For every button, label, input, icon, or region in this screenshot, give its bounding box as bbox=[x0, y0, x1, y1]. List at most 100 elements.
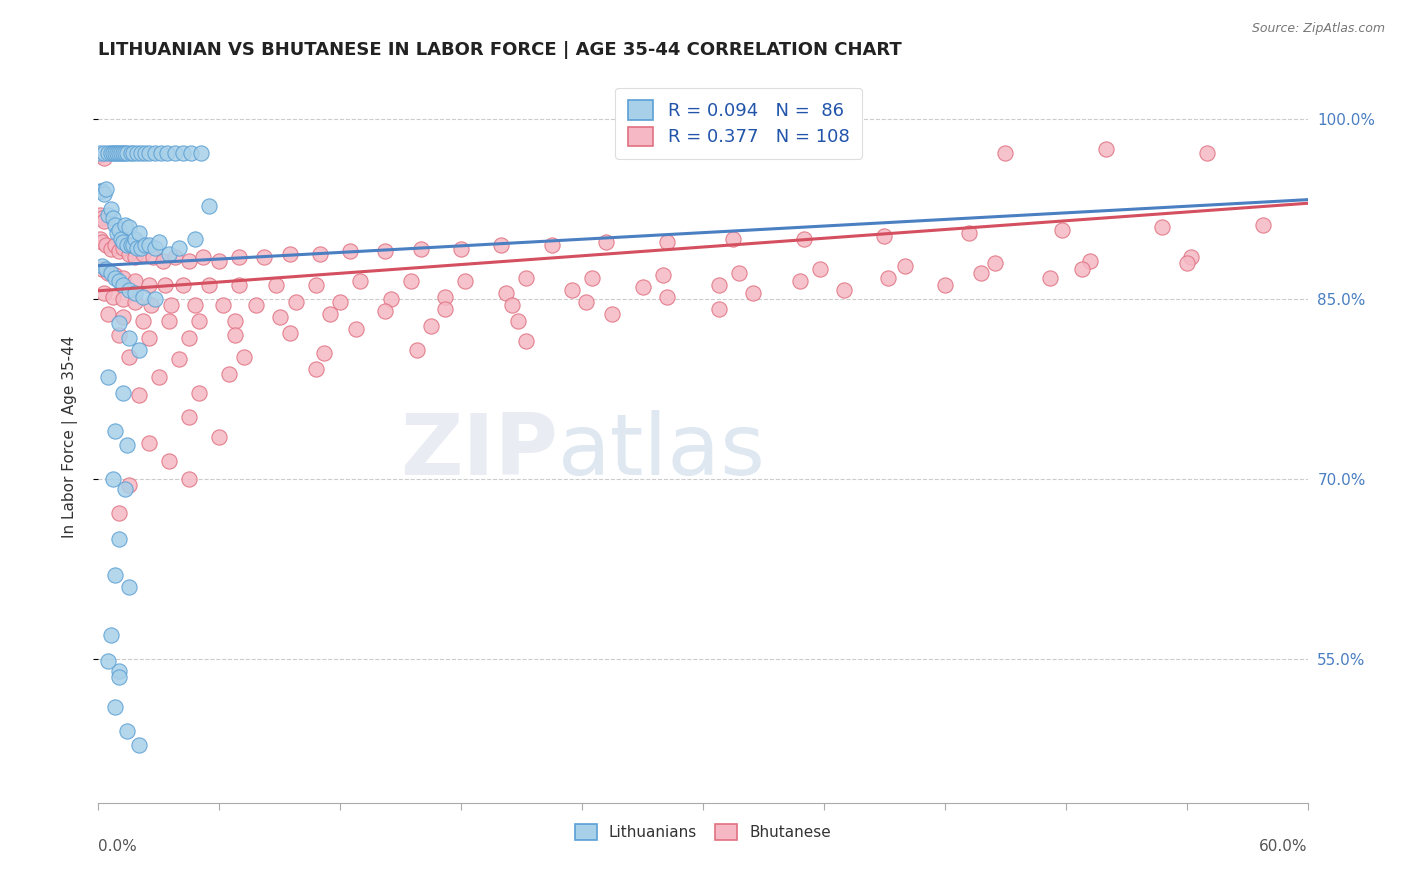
Point bbox=[129, 145, 152, 160]
Point bbox=[264, 277, 287, 292]
Point bbox=[93, 186, 115, 201]
Point bbox=[269, 310, 291, 325]
Point bbox=[143, 145, 166, 160]
Point bbox=[97, 208, 120, 222]
Point bbox=[100, 242, 122, 256]
Point bbox=[114, 145, 136, 160]
Point bbox=[501, 298, 523, 312]
Point bbox=[374, 304, 396, 318]
Point bbox=[180, 145, 202, 160]
Point bbox=[172, 277, 194, 292]
Point bbox=[139, 298, 162, 312]
Point bbox=[118, 478, 141, 492]
Point bbox=[125, 241, 148, 255]
Point bbox=[190, 145, 212, 160]
Point bbox=[138, 277, 160, 292]
Point bbox=[103, 424, 125, 438]
Point bbox=[103, 268, 125, 283]
Point bbox=[129, 241, 152, 255]
Point bbox=[149, 145, 172, 160]
Point bbox=[89, 208, 111, 222]
Point bbox=[581, 270, 603, 285]
Point bbox=[1152, 220, 1174, 235]
Point bbox=[160, 298, 183, 312]
Point bbox=[167, 352, 190, 367]
Point bbox=[114, 218, 136, 232]
Point bbox=[434, 290, 457, 304]
Point bbox=[91, 259, 114, 273]
Point bbox=[115, 238, 138, 252]
Point bbox=[120, 238, 142, 252]
Point bbox=[1050, 222, 1073, 236]
Point bbox=[339, 244, 361, 259]
Point bbox=[179, 409, 201, 424]
Point bbox=[305, 277, 328, 292]
Point bbox=[208, 253, 231, 268]
Point bbox=[877, 270, 900, 285]
Point bbox=[93, 151, 115, 165]
Point bbox=[93, 214, 115, 228]
Point bbox=[193, 250, 215, 264]
Point bbox=[138, 238, 160, 252]
Point bbox=[111, 385, 134, 400]
Legend: Lithuanians, Bhutanese: Lithuanians, Bhutanese bbox=[569, 818, 837, 847]
Text: ZIP: ZIP bbox=[401, 410, 558, 493]
Y-axis label: In Labor Force | Age 35-44: In Labor Force | Age 35-44 bbox=[62, 336, 77, 538]
Point bbox=[111, 292, 134, 306]
Point bbox=[107, 670, 129, 684]
Point bbox=[602, 307, 624, 321]
Point bbox=[120, 145, 142, 160]
Point bbox=[118, 330, 141, 344]
Point bbox=[100, 628, 122, 642]
Point bbox=[103, 568, 125, 582]
Point bbox=[107, 664, 129, 678]
Point bbox=[103, 238, 125, 252]
Point bbox=[157, 314, 180, 328]
Point bbox=[228, 250, 250, 264]
Point bbox=[655, 235, 678, 249]
Point bbox=[107, 274, 129, 288]
Point bbox=[124, 294, 146, 309]
Point bbox=[655, 290, 678, 304]
Point bbox=[420, 318, 443, 333]
Point bbox=[124, 232, 146, 246]
Point bbox=[107, 244, 129, 259]
Point bbox=[97, 307, 120, 321]
Point bbox=[1039, 270, 1062, 285]
Point bbox=[107, 532, 129, 546]
Point bbox=[184, 232, 207, 246]
Point bbox=[198, 277, 221, 292]
Point bbox=[115, 145, 138, 160]
Point bbox=[188, 314, 211, 328]
Text: atlas: atlas bbox=[558, 410, 766, 493]
Point bbox=[1175, 256, 1198, 270]
Point bbox=[184, 298, 207, 312]
Point bbox=[124, 274, 146, 288]
Text: 60.0%: 60.0% bbox=[1260, 838, 1308, 854]
Point bbox=[143, 241, 166, 255]
Point bbox=[89, 148, 111, 162]
Point bbox=[107, 222, 129, 236]
Point bbox=[89, 184, 111, 198]
Point bbox=[157, 454, 180, 468]
Point bbox=[495, 286, 517, 301]
Point bbox=[728, 266, 751, 280]
Point bbox=[128, 226, 150, 240]
Point bbox=[107, 328, 129, 343]
Point bbox=[111, 270, 134, 285]
Point bbox=[128, 343, 150, 357]
Point bbox=[101, 211, 124, 225]
Point bbox=[101, 145, 124, 160]
Point bbox=[103, 218, 125, 232]
Point bbox=[124, 250, 146, 264]
Point bbox=[97, 654, 120, 668]
Point bbox=[93, 145, 115, 160]
Point bbox=[723, 232, 745, 246]
Point bbox=[124, 286, 146, 301]
Point bbox=[97, 370, 120, 384]
Point bbox=[349, 274, 371, 288]
Point bbox=[128, 738, 150, 752]
Point bbox=[1078, 253, 1101, 268]
Point bbox=[188, 385, 211, 400]
Point bbox=[96, 182, 118, 196]
